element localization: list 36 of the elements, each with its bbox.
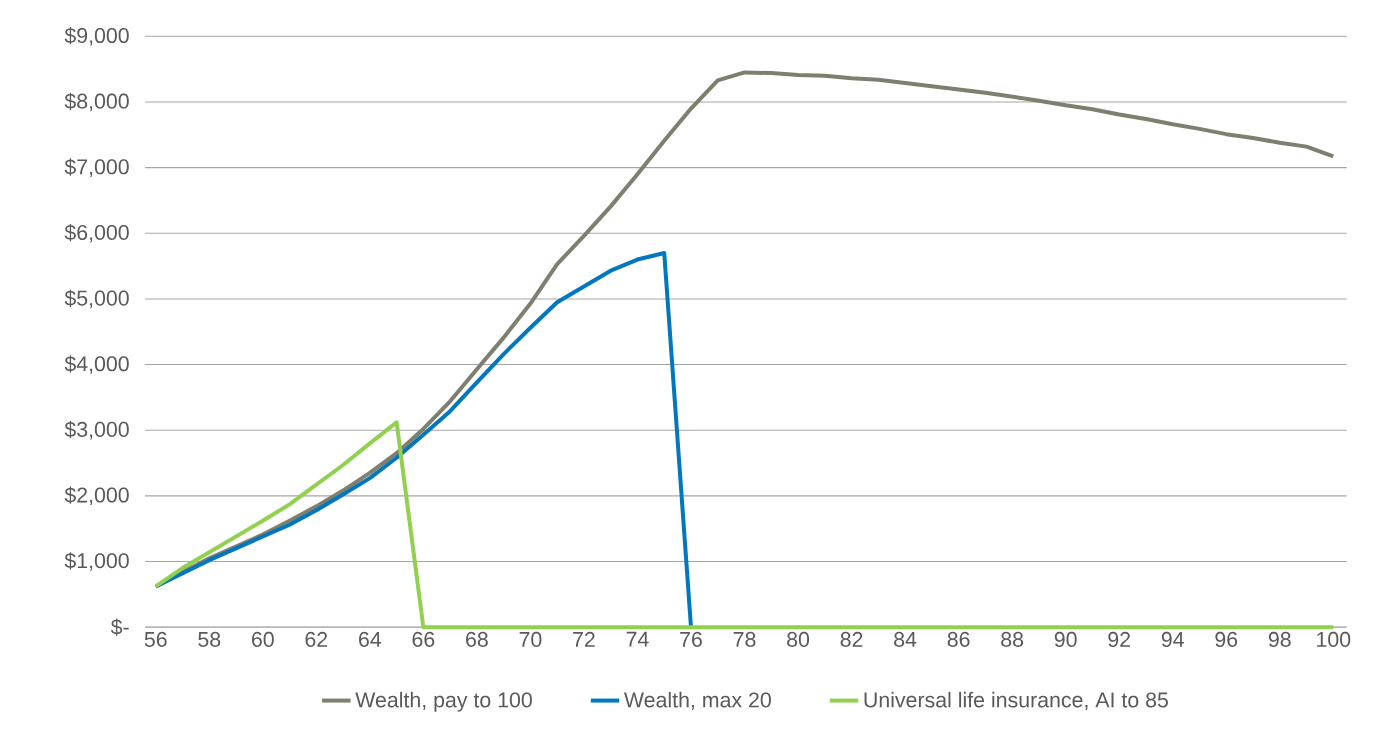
x-tick-label: 62 [305, 631, 328, 647]
x-tick-label: 100 [1317, 631, 1351, 647]
y-tick-label: $6,000 [64, 223, 129, 243]
x-tick-label: 88 [1001, 631, 1024, 647]
x-tick-label: 86 [947, 631, 970, 647]
x-tick-label: 98 [1268, 631, 1291, 647]
x-tick-label: 66 [412, 631, 435, 647]
y-tick-label: $9,000 [64, 27, 129, 46]
x-tick-label: 60 [252, 631, 274, 647]
y-tick-label: $4,000 [64, 355, 129, 374]
y-tick-label: $5,000 [64, 289, 129, 309]
legend-label: Wealth, max 20 [624, 691, 771, 710]
x-tick-label: 92 [1108, 631, 1130, 647]
y-tick-label: $8,000 [64, 92, 129, 112]
x-tick-label: 72 [573, 631, 595, 647]
legend-label: Universal life insurance, AI to 85 [864, 691, 1168, 710]
x-tick-label: 90 [1054, 631, 1077, 647]
x-tick-label: 94 [1161, 631, 1184, 647]
x-tick-label: 58 [198, 631, 221, 647]
y-tick-label: $1,000 [64, 552, 129, 571]
x-tick-label: 82 [840, 631, 863, 647]
y-tick-label: $3,000 [64, 420, 129, 440]
x-tick-label: 76 [680, 631, 702, 647]
x-tick-label: 56 [144, 631, 167, 647]
y-tick-label: $2,000 [64, 486, 129, 506]
x-tick-label: 70 [519, 631, 542, 647]
x-tick-label: 84 [894, 631, 917, 647]
x-tick-label: 96 [1215, 631, 1238, 647]
x-tick-label: 80 [787, 631, 810, 647]
y-tick-label: $- [110, 618, 129, 636]
y-tick-label: $7,000 [64, 158, 129, 177]
x-tick-label: 78 [733, 631, 756, 647]
x-tick-label: 68 [466, 631, 488, 647]
legend-label: Wealth, pay to 100 [355, 691, 532, 712]
x-tick-label: 64 [359, 631, 382, 647]
x-tick-label: 74 [626, 631, 649, 647]
